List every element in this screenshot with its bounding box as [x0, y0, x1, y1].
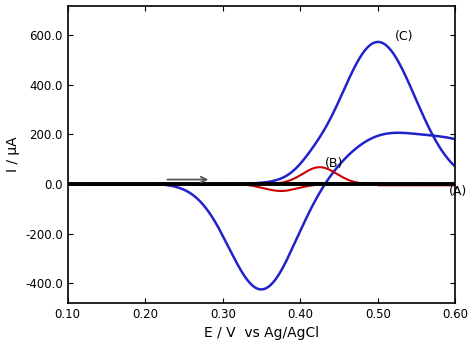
Text: (B): (B)	[325, 157, 344, 170]
X-axis label: E / V  vs Ag/AgCl: E / V vs Ag/AgCl	[204, 326, 319, 340]
Y-axis label: I / μA: I / μA	[6, 136, 19, 172]
Text: (A): (A)	[449, 185, 467, 198]
Text: (C): (C)	[395, 30, 413, 43]
